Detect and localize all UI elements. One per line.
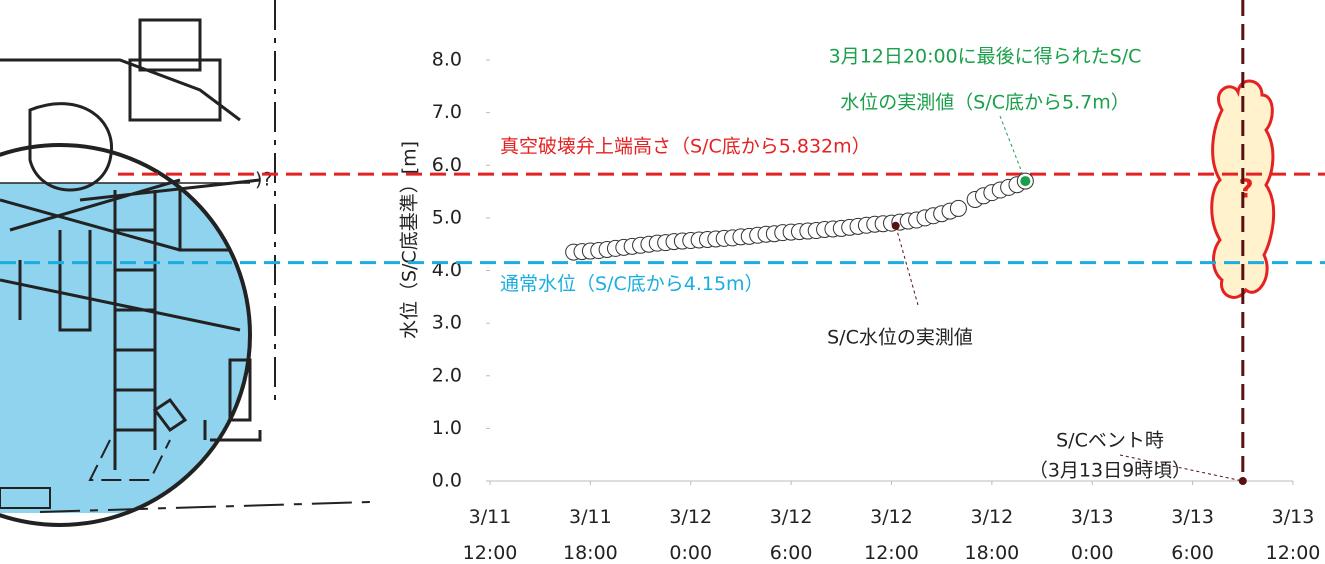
y-tick-label: 1.0 — [432, 417, 462, 439]
annotation-point — [1239, 477, 1247, 485]
annotation-text: S/C水位の実測値 — [827, 327, 973, 349]
chart: )? 水位（S/C底基準）[m] ? 0.01.02.03.04.05.06.0… — [0, 0, 1325, 564]
y-axis-label: 水位（S/C底基準）[m] — [399, 141, 421, 339]
leader-line — [896, 226, 918, 305]
annotation-text: （3月13日9時頃） — [1029, 460, 1191, 482]
svg-text:)?: )? — [255, 169, 273, 191]
y-tick-label: 2.0 — [432, 364, 462, 386]
y-tick-label: 3.0 — [432, 312, 462, 334]
annotation-point — [1020, 176, 1030, 186]
data-point — [950, 200, 966, 216]
y-tick-label: 8.0 — [432, 49, 462, 71]
y-tick-label: 6.0 — [432, 154, 462, 176]
annotation-text: 3月12日20:00に最後に得られたS/C — [829, 46, 1142, 68]
annotation-point — [892, 222, 900, 230]
annotation-text: 水位の実測値（S/C底から5.7m） — [840, 92, 1129, 114]
reference-label: 通常水位（S/C底から4.15m） — [500, 273, 764, 295]
annotation-text: S/Cベント時 — [1056, 430, 1164, 452]
y-tick-label: 0.0 — [432, 470, 462, 492]
y-tick-label: 7.0 — [432, 101, 462, 123]
leader-line — [1000, 116, 1025, 181]
unknown-mark: ? — [1238, 175, 1253, 205]
reference-label: 真空破壊弁上端高さ（S/C底から5.832m） — [500, 136, 871, 158]
y-tick-label: 5.0 — [432, 206, 462, 228]
